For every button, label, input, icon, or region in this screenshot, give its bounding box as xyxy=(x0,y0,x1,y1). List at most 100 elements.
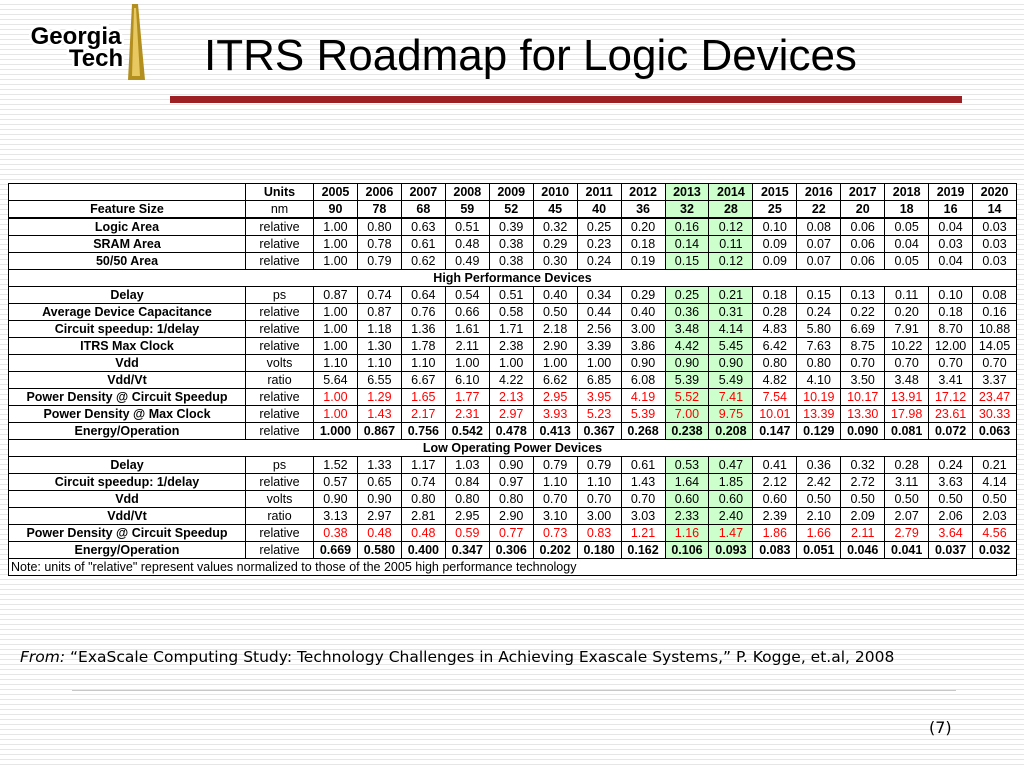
year-header-2006: 2006 xyxy=(356,183,402,201)
table-row: SRAM Area relative 1.00 0.78 0.61 0.48 0.38 0.2… xyxy=(8,235,1017,253)
table-cell: 5.39 xyxy=(664,371,710,389)
table-cell: 36 xyxy=(620,200,666,219)
logo-line1-outline: Georgia xyxy=(31,23,122,50)
table-cell: 0.25 xyxy=(576,217,622,236)
year-header-2014: 2014 xyxy=(708,183,754,201)
table-cell: 0.60 xyxy=(708,490,754,508)
table-cell: 0.32 xyxy=(532,217,578,236)
table-cell: 4.10 xyxy=(796,371,842,389)
table-row: Delay ps 0.87 0.74 0.64 0.54 0.51 0.40 0.34 0.29 0… xyxy=(8,286,1017,304)
table-cell: 3.41 xyxy=(928,371,974,389)
table-cell: 1.33 xyxy=(356,456,402,474)
row-label: Circuit speedup: 1/delay xyxy=(8,320,246,338)
row-unit: volts xyxy=(245,354,314,372)
year-header-2013: 2013 xyxy=(664,183,710,201)
table-cell: 1.36 xyxy=(400,320,446,338)
table-cell: 2.33 xyxy=(664,507,710,525)
table-cell: 2.06 xyxy=(928,507,974,525)
table-cell: 4.14 xyxy=(972,473,1017,491)
table-row: Average Device Capacitance relative 1.00 0.… xyxy=(8,303,1017,321)
table-cell: 78 xyxy=(356,200,402,219)
table-cell: 0.57 xyxy=(313,473,358,491)
table-cell: 0.11 xyxy=(708,235,754,253)
year-header-2019: 2019 xyxy=(928,183,974,201)
year-header-2018: 2018 xyxy=(884,183,930,201)
table-cell: 0.50 xyxy=(928,490,974,508)
table-cell: 0.03 xyxy=(972,235,1017,253)
table-cell: 13.91 xyxy=(884,388,930,406)
table-cell: 0.032 xyxy=(972,541,1017,559)
table-cell: 0.129 xyxy=(796,422,842,440)
itrs-table-container: Units 2005 2006 2007 2008 2009 2010 2011 2012 20… xyxy=(8,183,1017,576)
table-cell: 0.542 xyxy=(444,422,490,440)
row-unit: volts xyxy=(245,490,314,508)
table-cell: 0.28 xyxy=(752,303,798,321)
table-cell: 3.10 xyxy=(532,507,578,525)
table-cell: 2.79 xyxy=(884,524,930,542)
table-cell: 0.03 xyxy=(972,252,1017,270)
table-cell: 7.63 xyxy=(796,337,842,355)
year-header-2008: 2008 xyxy=(444,183,490,201)
table-cell: 0.90 xyxy=(356,490,402,508)
table-cell: 0.31 xyxy=(708,303,754,321)
table-cell: 0.60 xyxy=(664,490,710,508)
table-cell: 0.06 xyxy=(840,252,886,270)
table-cell: 0.04 xyxy=(884,235,930,253)
table-cell: 0.14 xyxy=(664,235,710,253)
table-cell: 1.00 xyxy=(313,388,358,406)
table-cell: 0.70 xyxy=(972,354,1017,372)
units-header: Units xyxy=(245,183,314,201)
row-unit: relative xyxy=(245,541,314,559)
table-cell: 0.306 xyxy=(488,541,534,559)
table-cell: 0.80 xyxy=(796,354,842,372)
table-cell: 0.80 xyxy=(356,217,402,236)
table-cell: 0.59 xyxy=(444,524,490,542)
table-cell: 1.00 xyxy=(313,337,358,355)
table-cell: 0.09 xyxy=(752,252,798,270)
row-label: Vdd/Vt xyxy=(8,507,246,525)
year-header-2009: 2009 xyxy=(488,183,534,201)
table-cell: 0.79 xyxy=(356,252,402,270)
year-header-2012: 2012 xyxy=(620,183,666,201)
table-cell: 6.08 xyxy=(620,371,666,389)
table-cell: 6.62 xyxy=(532,371,578,389)
row-label: Average Device Capacitance xyxy=(8,303,246,321)
table-cell: 0.15 xyxy=(664,252,710,270)
table-cell: 10.01 xyxy=(752,405,798,423)
table-cell: 10.88 xyxy=(972,320,1017,338)
table-cell: 0.80 xyxy=(400,490,446,508)
table-cell: 5.52 xyxy=(664,388,710,406)
table-cell: 1.66 xyxy=(796,524,842,542)
table-cell: 0.063 xyxy=(972,422,1017,440)
row-label: SRAM Area xyxy=(8,235,246,253)
table-cell: 13.30 xyxy=(840,405,886,423)
table-cell: 8.70 xyxy=(928,320,974,338)
table-cell: 17.12 xyxy=(928,388,974,406)
table-cell: 3.03 xyxy=(620,507,666,525)
row-label: Circuit speedup: 1/delay xyxy=(8,473,246,491)
table-cell: 3.93 xyxy=(532,405,578,423)
row-unit: relative xyxy=(245,252,314,270)
table-cell: 8.75 xyxy=(840,337,886,355)
table-cell: 3.64 xyxy=(928,524,974,542)
table-cell: 0.48 xyxy=(444,235,490,253)
table-cell: 5.80 xyxy=(796,320,842,338)
table-cell: 0.80 xyxy=(444,490,490,508)
table-cell: 1.47 xyxy=(708,524,754,542)
row-unit: relative xyxy=(245,388,314,406)
table-row: 50/50 Area relative 1.00 0.79 0.62 0.49 0.38 0.… xyxy=(8,252,1017,270)
table-cell: 2.09 xyxy=(840,507,886,525)
table-cell: 9.75 xyxy=(708,405,754,423)
section-heading-row: Low Operating Power Devices xyxy=(8,439,1017,457)
table-cell: 0.36 xyxy=(796,456,842,474)
table-cell: 1.00 xyxy=(532,354,578,372)
table-cell: 14.05 xyxy=(972,337,1017,355)
table-cell: 1.00 xyxy=(313,235,358,253)
row-label: Power Density @ Circuit Speedup xyxy=(8,388,246,406)
row-unit: relative xyxy=(245,473,314,491)
table-cell: 30.33 xyxy=(972,405,1017,423)
table-cell: 0.29 xyxy=(620,286,666,304)
table-cell: 1.52 xyxy=(313,456,358,474)
table-cell: 0.90 xyxy=(488,456,534,474)
table-cell: 1.61 xyxy=(444,320,490,338)
